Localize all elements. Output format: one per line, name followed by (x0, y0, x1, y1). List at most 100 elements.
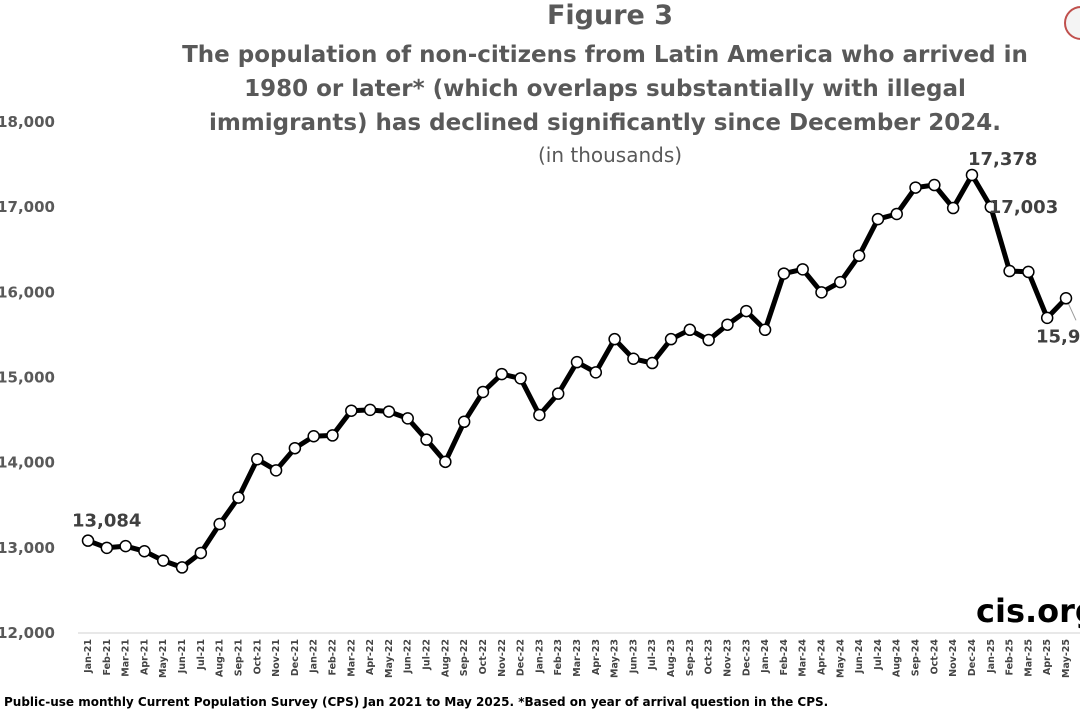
data-point (1003, 264, 1016, 278)
data-point (815, 286, 828, 299)
x-tick-label: Mar-21 (121, 639, 132, 677)
y-tick-label: 18,000 (0, 113, 55, 131)
x-tick-label: May-23 (610, 639, 621, 678)
x-tick-label: Jul-22 (422, 639, 433, 671)
data-point (81, 534, 95, 547)
data-point (156, 554, 170, 567)
x-tick-label: Apr-23 (591, 639, 602, 675)
data-label: 17,003 (989, 197, 1058, 218)
x-tick-label: Dec-21 (290, 639, 301, 676)
x-tick-label: Feb-25 (1005, 639, 1016, 676)
x-axis: Jan-21 Feb-21 Mar-21 Apr-21 May-21 Jun-21 Jul-… (78, 632, 1080, 678)
figure-subtitle: The population of non-citizens from Lati… (182, 42, 1028, 136)
data-point (345, 404, 358, 417)
data-point (909, 181, 922, 194)
x-tick-label: Oct-22 (478, 639, 489, 674)
x-tick-label: Jul-23 (647, 639, 658, 671)
y-tick-label: 14,000 (0, 454, 55, 472)
x-tick-label: Jan-22 (309, 639, 320, 674)
data-label: 15,9 (1036, 326, 1080, 347)
data-point (946, 201, 960, 215)
data-point (758, 323, 772, 337)
x-tick-label: Feb-22 (328, 639, 339, 676)
x-tick-label: Apr-21 (139, 639, 150, 675)
data-point (138, 544, 151, 558)
data-point (420, 433, 433, 446)
data-point (683, 323, 697, 337)
data-point (645, 356, 659, 370)
data-label: 13,084 (72, 511, 141, 532)
x-tick-label: Apr-24 (817, 639, 828, 675)
x-tick-label: May-24 (835, 639, 846, 678)
y-tick-label: 15,000 (0, 369, 55, 387)
x-tick-label: Jan-25 (986, 639, 997, 674)
data-point (664, 332, 678, 346)
data-point (871, 212, 885, 226)
x-tick-label: Jan-24 (760, 639, 771, 674)
x-tick-label: Jan-21 (83, 639, 94, 674)
data-point (965, 168, 979, 182)
x-tick-label: Feb-24 (779, 639, 790, 676)
x-tick-label: Feb-21 (102, 639, 113, 676)
figure-units: (in thousands) (537, 143, 683, 167)
x-tick-label: Aug-21 (215, 639, 226, 677)
data-point (119, 539, 132, 553)
y-tick-label: 12,000 (0, 624, 55, 642)
x-tick-label: Mar-23 (572, 639, 583, 677)
x-tick-label: Nov-24 (948, 639, 959, 677)
data-point (589, 366, 603, 379)
x-tick-label: Nov-21 (271, 639, 282, 677)
data-point (627, 352, 640, 366)
x-tick-label: Apr-25 (1042, 639, 1053, 675)
data-label: 17,378 (968, 149, 1037, 170)
x-tick-label: May-21 (158, 639, 169, 678)
x-tick-label: Aug-23 (666, 639, 677, 677)
x-tick-label: Jun-23 (628, 639, 639, 674)
data-point (307, 430, 320, 443)
data-point (702, 333, 715, 347)
data-point (288, 441, 302, 455)
brand-logo-text: cis.org (976, 592, 1080, 630)
data-point (326, 429, 339, 442)
series-line-group (81, 168, 1077, 574)
data-point (551, 387, 565, 400)
x-tick-label: Jul-21 (196, 639, 207, 671)
x-tick-label: Sep-22 (459, 639, 470, 676)
x-tick-label: Jun-24 (854, 639, 865, 675)
x-tick-label: Oct-23 (704, 639, 715, 674)
x-tick-label: Jul-24 (873, 639, 884, 671)
data-point (721, 318, 734, 331)
data-point (269, 464, 283, 477)
data-point (777, 267, 791, 280)
x-tick-label: Sep-21 (233, 639, 244, 676)
x-tick-label: Dec-22 (516, 639, 527, 676)
x-tick-label: Aug-22 (440, 639, 451, 677)
x-tick-label: Mar-24 (798, 639, 809, 677)
x-tick-label: Oct-24 (929, 639, 940, 675)
data-point (852, 249, 866, 262)
data-point (495, 367, 509, 381)
x-tick-label: Sep-24 (911, 639, 922, 677)
data-point (457, 415, 471, 429)
x-tick-label: Feb-23 (553, 639, 564, 676)
x-tick-label: Sep-23 (685, 639, 696, 676)
data-point (533, 408, 546, 422)
data-point (175, 561, 189, 574)
x-tick-label: Apr-22 (365, 639, 376, 675)
data-point (232, 491, 245, 504)
y-axis: 12,000 13,000 14,000 15,000 16,000 17,000 18,0… (0, 113, 55, 642)
data-point (890, 207, 903, 221)
data-point (439, 455, 452, 469)
data-point (251, 453, 264, 466)
data-point (401, 412, 414, 425)
y-tick-label: 16,000 (0, 283, 55, 301)
data-point (514, 372, 527, 385)
x-tick-label: Dec-24 (967, 639, 978, 677)
data-point (834, 275, 847, 289)
data-point (1059, 292, 1073, 305)
data-point (100, 541, 114, 555)
x-tick-label: Mar-25 (1023, 639, 1034, 677)
y-tick-label: 13,000 (0, 539, 55, 557)
data-point (570, 355, 584, 369)
data-point (1040, 311, 1054, 325)
